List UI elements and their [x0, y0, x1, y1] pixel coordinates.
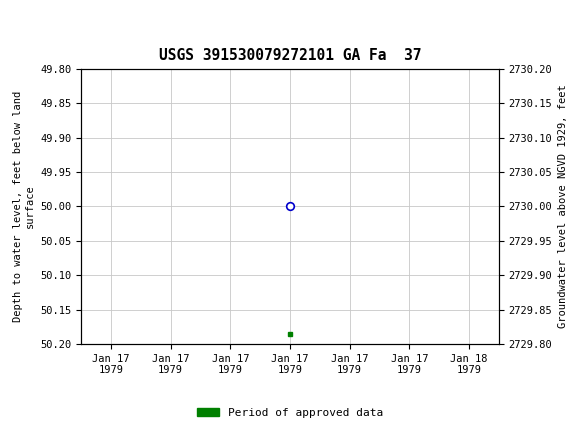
Y-axis label: Depth to water level, feet below land
surface: Depth to water level, feet below land su…	[13, 91, 35, 322]
Title: USGS 391530079272101 GA Fa  37: USGS 391530079272101 GA Fa 37	[159, 49, 421, 64]
Y-axis label: Groundwater level above NGVD 1929, feet: Groundwater level above NGVD 1929, feet	[558, 85, 568, 328]
Legend: Period of approved data: Period of approved data	[193, 403, 387, 422]
Text: ≡USGS: ≡USGS	[6, 12, 77, 30]
